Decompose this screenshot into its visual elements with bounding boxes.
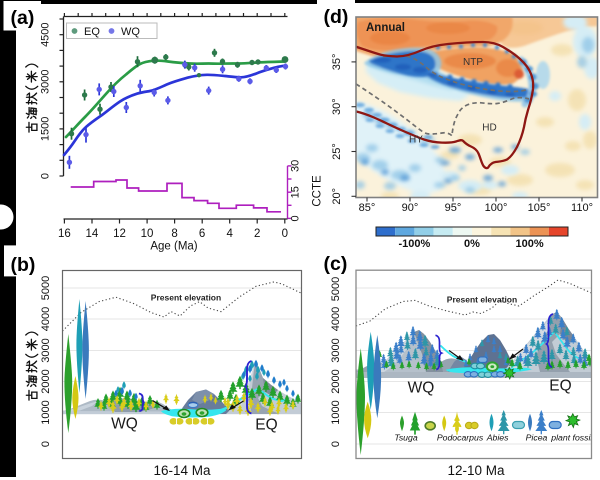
svg-text:6: 6 — [199, 228, 205, 240]
svg-text:0: 0 — [330, 441, 342, 447]
svg-text:Present elevation: Present elevation — [447, 295, 517, 305]
svg-text:1500: 1500 — [40, 117, 52, 141]
svg-text:12-10 Ma: 12-10 Ma — [447, 463, 505, 478]
svg-text:0%: 0% — [464, 238, 480, 250]
svg-text:85°: 85° — [359, 202, 376, 214]
svg-text:12: 12 — [113, 228, 126, 240]
svg-text:10: 10 — [141, 228, 154, 240]
svg-text:HY: HY — [409, 135, 423, 146]
svg-text:Picea: Picea — [526, 433, 548, 443]
svg-text:14: 14 — [86, 228, 99, 240]
svg-text:HD: HD — [482, 123, 496, 134]
svg-text:100%: 100% — [516, 238, 544, 250]
svg-text:2000: 2000 — [40, 369, 52, 393]
svg-text:4000: 4000 — [330, 307, 342, 331]
svg-text:NTP: NTP — [463, 57, 483, 68]
svg-text:5000: 5000 — [330, 277, 342, 301]
svg-text:-100%: -100% — [399, 238, 431, 250]
svg-text:35°: 35° — [331, 54, 343, 71]
svg-text:Present elevation: Present elevation — [151, 293, 221, 303]
svg-text:1000: 1000 — [330, 400, 342, 424]
svg-text:0: 0 — [282, 228, 288, 240]
svg-text:4500: 4500 — [40, 22, 52, 46]
svg-text:Tsuga: Tsuga — [394, 433, 418, 443]
svg-text:110°: 110° — [571, 202, 593, 214]
svg-text:4: 4 — [226, 228, 233, 240]
svg-text:CCTE: CCTE — [312, 175, 324, 207]
svg-text:WQ: WQ — [121, 26, 140, 38]
svg-text:3000: 3000 — [40, 338, 52, 362]
svg-text:4000: 4000 — [40, 307, 52, 331]
svg-text:2000: 2000 — [330, 369, 342, 393]
svg-text:25°: 25° — [331, 143, 343, 160]
svg-text:20°: 20° — [331, 188, 343, 205]
svg-text:Annual: Annual — [366, 22, 405, 34]
svg-text:Abies: Abies — [486, 433, 509, 443]
svg-text:16-14 Ma: 16-14 Ma — [153, 463, 211, 478]
svg-text:30°: 30° — [331, 98, 343, 115]
svg-text:0: 0 — [290, 215, 302, 221]
svg-text:WQ: WQ — [111, 416, 138, 433]
svg-text:Podocarpus: Podocarpus — [437, 433, 484, 443]
svg-text:EQ: EQ — [84, 26, 100, 38]
svg-text:16: 16 — [58, 228, 71, 240]
svg-text:(d): (d) — [324, 6, 349, 28]
svg-text:100°: 100° — [485, 202, 508, 214]
svg-text:30: 30 — [290, 160, 302, 172]
svg-text:0: 0 — [40, 173, 52, 179]
svg-text:0: 0 — [40, 441, 52, 447]
svg-text:EQ: EQ — [255, 417, 277, 434]
svg-text:Age (Ma): Age (Ma) — [150, 241, 197, 253]
svg-text:1000: 1000 — [40, 400, 52, 424]
svg-text:EQ: EQ — [549, 378, 571, 395]
svg-text:(c): (c) — [324, 253, 348, 275]
svg-text:95°: 95° — [445, 202, 462, 214]
svg-text:15: 15 — [290, 186, 302, 198]
svg-text:5000: 5000 — [40, 276, 52, 300]
svg-text:3000: 3000 — [40, 70, 52, 94]
svg-text:2: 2 — [254, 228, 260, 240]
svg-text:WQ: WQ — [408, 380, 435, 397]
svg-text:8: 8 — [171, 228, 177, 240]
svg-text:(b): (b) — [11, 254, 36, 276]
svg-text:105°: 105° — [528, 202, 551, 214]
svg-text:3000: 3000 — [330, 338, 342, 362]
svg-text:90°: 90° — [402, 202, 419, 214]
svg-text:plant fossils: plant fossils — [550, 433, 597, 443]
svg-text:(a): (a) — [11, 7, 35, 29]
